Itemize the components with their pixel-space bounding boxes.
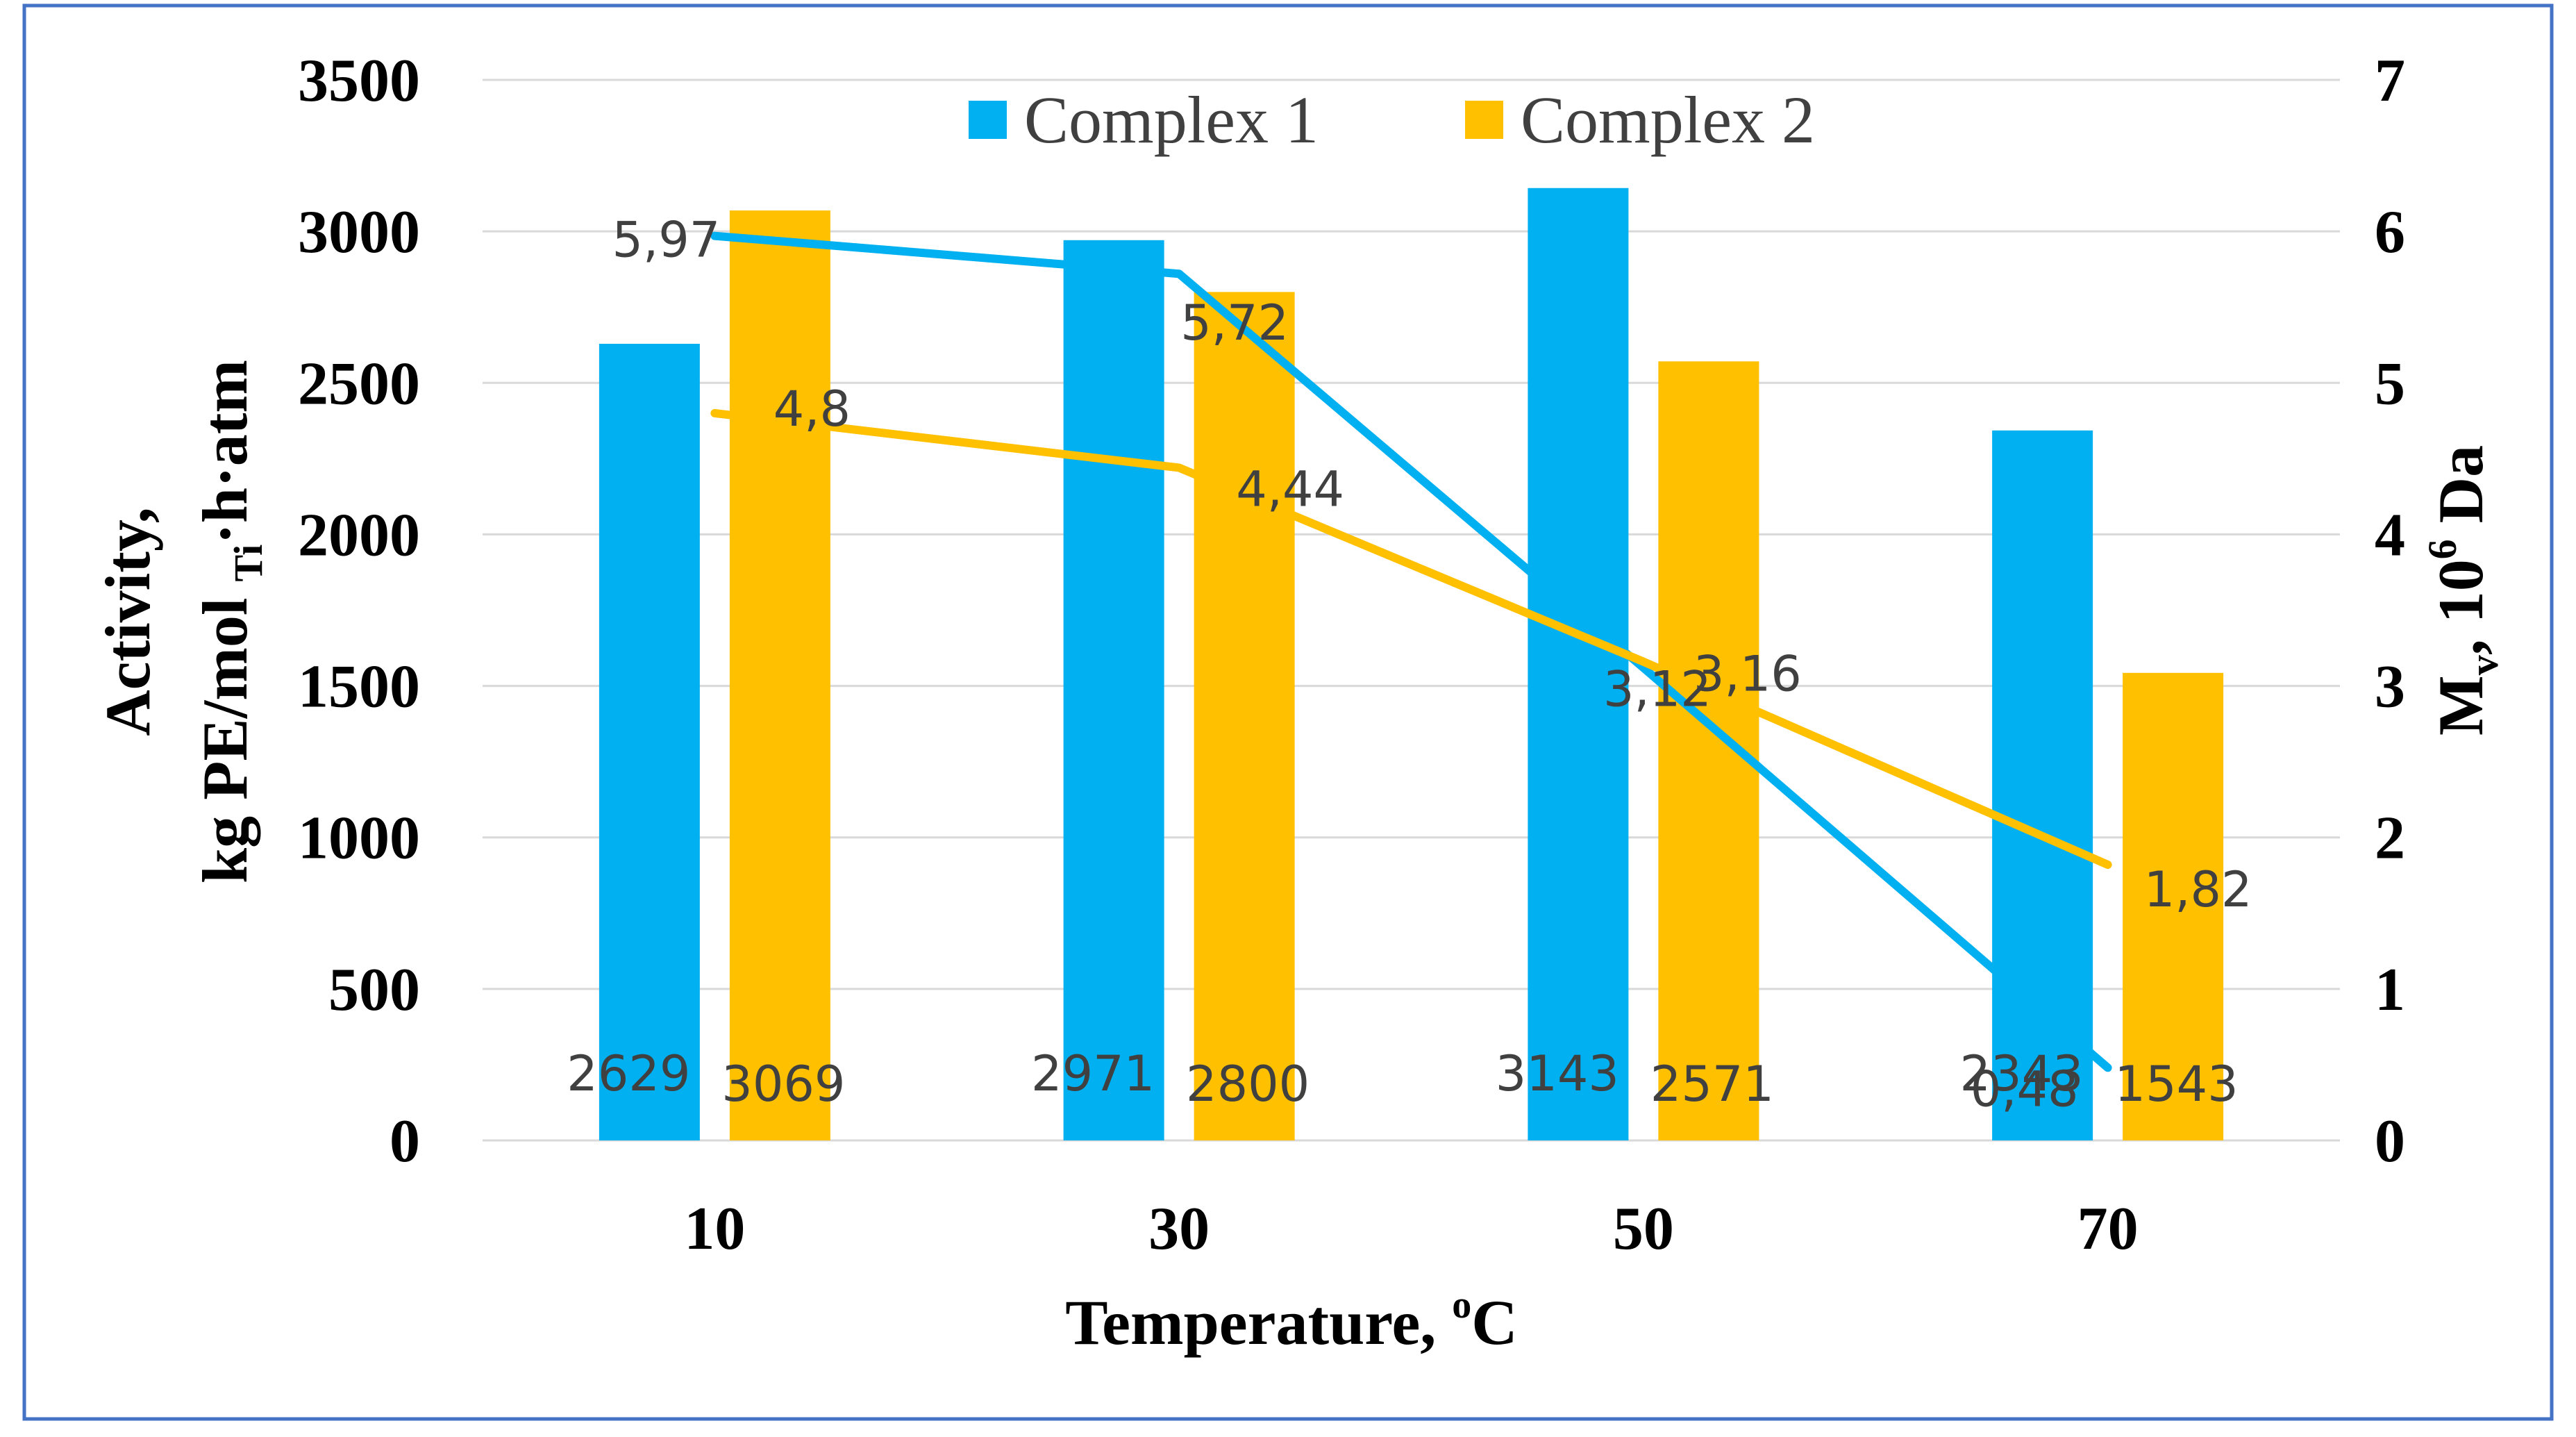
bar-complex-1	[599, 344, 700, 1140]
bar-complex-2	[2123, 672, 2224, 1140]
legend-swatch	[1465, 101, 1503, 139]
y-left-title-line1: Activity,	[92, 507, 163, 736]
legend-swatch	[969, 101, 1007, 139]
bar-complex-1	[1528, 188, 1629, 1140]
y-left-tick-label: 0	[390, 1108, 420, 1175]
line-value-label: 4,44	[1236, 460, 1344, 517]
y-left-tick-label: 500	[328, 956, 420, 1024]
y-right-tick-label: 0	[2375, 1108, 2405, 1175]
y-right-tick-label: 4	[2375, 501, 2405, 569]
y-left-tick-label: 2500	[298, 350, 420, 417]
y-right-tick-label: 1	[2375, 956, 2405, 1024]
y-right-tick-label: 6	[2375, 199, 2405, 266]
legend-label: Complex 1	[1024, 83, 1319, 157]
y-right-title: Mv, 106 Da	[2420, 445, 2507, 736]
bars	[599, 188, 2224, 1140]
bar-complex-1	[1063, 240, 1164, 1140]
bar-value-label: 1543	[2115, 1056, 2239, 1113]
bar-value-label: 3143	[1496, 1045, 1619, 1102]
y-right-tick-label: 5	[2375, 350, 2405, 417]
bar-value-label: 2343	[1960, 1045, 2084, 1102]
x-tick-label: 70	[2077, 1195, 2139, 1263]
bar-value-label: 2800	[1186, 1056, 1310, 1113]
x-tick-label: 10	[684, 1195, 745, 1263]
y-left-tick-label: 1500	[298, 654, 420, 721]
line-value-label: 0,48	[1971, 1061, 2079, 1118]
line-value-label: 3,16	[1693, 646, 1802, 703]
line-value-label: 4,8	[773, 381, 851, 438]
bar-complex-2	[729, 210, 830, 1140]
y-left-tick-label: 1000	[298, 805, 420, 872]
bar-complex-1	[1992, 430, 2093, 1140]
x-axis-title: Temperature, oC	[1065, 1284, 1517, 1358]
x-tick-label: 50	[1613, 1195, 1674, 1263]
y-left-title-line2: kg PE/mol Ti·h·atm	[190, 360, 271, 883]
bar-value-label: 2971	[1031, 1045, 1155, 1102]
line-value-label: 3,12	[1603, 661, 1712, 717]
axis-ticks: 0 500 1000 1500 2000 2500 3000 3500 0 1 2 3 4 5 6 7 10 30…	[298, 47, 2405, 1263]
line-series	[710, 231, 2112, 1072]
x-tick-label: 30	[1148, 1195, 1210, 1263]
line-value-label: 5,72	[1180, 294, 1289, 351]
y-right-tick-label: 2	[2375, 805, 2405, 872]
y-left-tick-label: 3500	[298, 47, 420, 115]
bar-value-label: 2571	[1650, 1056, 1774, 1113]
y-left-axis-title: Activity, kg PE/mol Ti·h·atm	[92, 360, 271, 883]
data-labels: 2629 2971 3143 2343 3069 2800 2571 1543 5,97 5,72…	[567, 212, 2252, 1118]
bar-complex-2	[1194, 292, 1295, 1140]
y-right-tick-label: 3	[2375, 654, 2405, 721]
line-value-label: 1,82	[2144, 861, 2252, 918]
line-complex-2	[710, 408, 2112, 869]
bar-value-label: 3069	[721, 1056, 845, 1113]
bar-value-label: 2629	[567, 1045, 690, 1102]
line-value-label: 5,97	[612, 212, 720, 269]
y-right-tick-label: 7	[2375, 47, 2405, 115]
line-complex-1	[710, 231, 2112, 1072]
y-right-axis-title: Mv, 106 Da	[2420, 445, 2507, 736]
legend-label: Complex 2	[1521, 83, 1815, 157]
legend: Complex 1 Complex 2	[969, 83, 1815, 157]
y-left-tick-label: 2000	[298, 501, 420, 569]
y-left-tick-label: 3000	[298, 199, 420, 266]
